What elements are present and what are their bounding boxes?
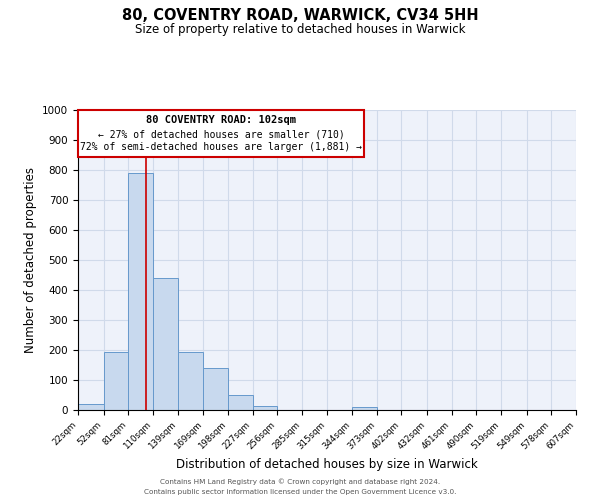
Text: Size of property relative to detached houses in Warwick: Size of property relative to detached ho… — [135, 22, 465, 36]
Bar — [78, 404, 104, 410]
Bar — [352, 407, 377, 410]
Bar — [178, 352, 203, 410]
Text: 72% of semi-detached houses are larger (1,881) →: 72% of semi-detached houses are larger (… — [80, 142, 362, 152]
X-axis label: Distribution of detached houses by size in Warwick: Distribution of detached houses by size … — [176, 458, 478, 470]
Bar — [253, 406, 277, 410]
Text: Contains HM Land Registry data © Crown copyright and database right 2024.: Contains HM Land Registry data © Crown c… — [160, 478, 440, 485]
Y-axis label: Number of detached properties: Number of detached properties — [23, 167, 37, 353]
Text: ← 27% of detached houses are smaller (710): ← 27% of detached houses are smaller (71… — [98, 129, 344, 139]
Text: 80, COVENTRY ROAD, WARWICK, CV34 5HH: 80, COVENTRY ROAD, WARWICK, CV34 5HH — [122, 8, 478, 22]
Text: Contains public sector information licensed under the Open Government Licence v3: Contains public sector information licen… — [144, 489, 456, 495]
Bar — [128, 173, 153, 410]
Bar — [203, 368, 228, 410]
Bar — [153, 278, 178, 410]
Bar — [104, 352, 128, 410]
Bar — [78, 110, 364, 156]
Bar — [228, 395, 253, 410]
Text: 80 COVENTRY ROAD: 102sqm: 80 COVENTRY ROAD: 102sqm — [146, 115, 296, 125]
